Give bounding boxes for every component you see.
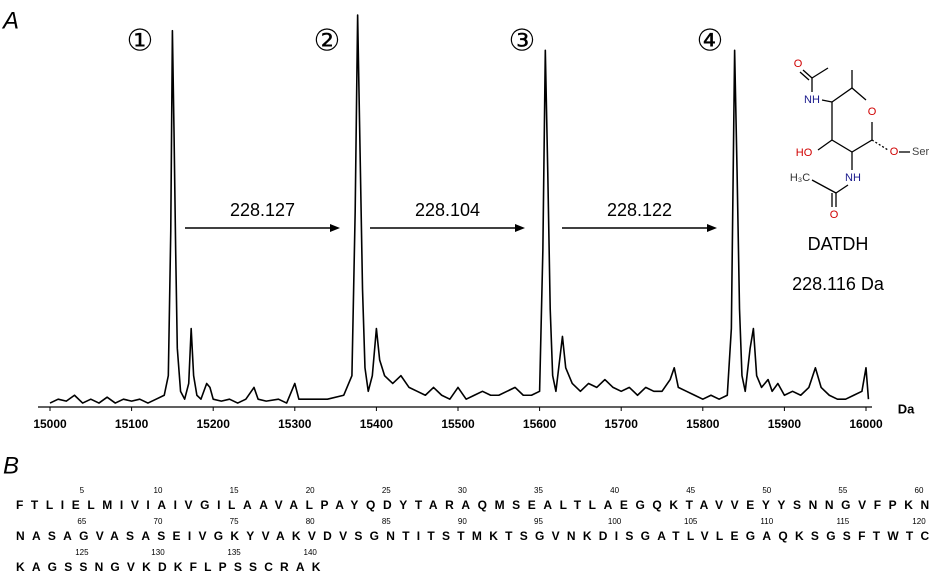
peak-label: ②	[314, 24, 341, 59]
position-number: 85	[382, 517, 391, 526]
bond	[831, 102, 873, 153]
bond	[831, 87, 867, 103]
position-number: 15	[230, 486, 239, 495]
atom-label: O	[794, 58, 803, 70]
mass-shift: 228.127	[230, 200, 295, 220]
position-number: 75	[230, 517, 239, 526]
bond	[799, 71, 810, 81]
position-number: 45	[686, 486, 695, 495]
bond	[835, 184, 849, 194]
atom-label: NH	[845, 172, 861, 184]
x-tick-label: 15600	[523, 417, 557, 431]
position-number: 105	[684, 517, 698, 526]
mass-shift: 228.104	[415, 200, 480, 220]
position-number: 25	[382, 486, 391, 495]
position-number: 35	[534, 486, 543, 495]
position-number: 20	[306, 486, 315, 495]
position-number: 80	[306, 517, 315, 526]
position-number: 50	[762, 486, 771, 495]
position-number: 65	[77, 517, 86, 526]
bond	[821, 99, 833, 103]
x-axis-label: Da	[898, 401, 915, 416]
bond	[811, 179, 837, 194]
position-number: 140	[304, 548, 318, 557]
sequence-row: NASAGVASASEIVGKYVAKVDVSGNTITSTMKTSGVNKDI…	[16, 529, 930, 543]
atom-label: HO	[796, 147, 813, 159]
modification-mass: 228.116 Da	[792, 274, 885, 294]
atom-label: O	[830, 209, 839, 221]
peak-label: ③	[509, 24, 536, 59]
atom-label: O	[868, 106, 877, 118]
position-number: 100	[608, 517, 622, 526]
panel-label: B	[3, 452, 19, 479]
position-number: 55	[838, 486, 847, 495]
position-number: 130	[151, 548, 165, 557]
x-tick-label: 15400	[360, 417, 394, 431]
structure	[799, 67, 910, 207]
atom-label: Ser	[912, 146, 929, 158]
position-number: 10	[154, 486, 163, 495]
position-number: 30	[458, 486, 467, 495]
x-tick-label: 15700	[605, 417, 639, 431]
x-tick-label: 15200	[197, 417, 231, 431]
spectrum-line	[49, 14, 870, 404]
x-tick-label: 15900	[768, 417, 802, 431]
x-tick-label: 15000	[33, 417, 67, 431]
atom-label: O	[890, 146, 899, 158]
position-number: 125	[75, 548, 89, 557]
peak-label: ④	[697, 24, 724, 59]
panel-label: A	[1, 7, 19, 34]
bond	[802, 69, 813, 79]
mass-shift: 228.122	[607, 200, 672, 220]
arrow-head	[515, 224, 525, 232]
bond	[811, 67, 829, 79]
x-tick-label: 15300	[278, 417, 312, 431]
arrow-head	[707, 224, 717, 232]
sequence-row: FTLIELMIVIAIVGILAAVALPAYQDYTARAQMSEALTLA…	[16, 498, 929, 512]
peak-label: ①	[127, 24, 154, 59]
position-number: 115	[836, 517, 849, 526]
atom-label: H₃C	[790, 172, 810, 184]
position-number: 5	[80, 486, 85, 495]
x-tick-label: 16000	[849, 417, 883, 431]
x-tick-label: 15500	[441, 417, 475, 431]
atom-label: NH	[804, 94, 820, 106]
arrow-head	[330, 224, 340, 232]
position-number: 40	[610, 486, 619, 495]
modification-name: DATDH	[808, 234, 869, 254]
bond	[871, 139, 889, 151]
sequence-row: KAGSSNGVKDKFLPSSCRAK	[16, 560, 321, 574]
position-number: 90	[458, 517, 467, 526]
position-number: 135	[227, 548, 241, 557]
position-number: 70	[154, 517, 163, 526]
x-tick-label: 15800	[686, 417, 720, 431]
x-tick-label: 15100	[115, 417, 149, 431]
position-number: 110	[760, 517, 773, 526]
position-number: 60	[915, 486, 924, 495]
bond	[817, 139, 833, 151]
position-number: 95	[534, 517, 543, 526]
position-number: 120	[912, 517, 926, 526]
